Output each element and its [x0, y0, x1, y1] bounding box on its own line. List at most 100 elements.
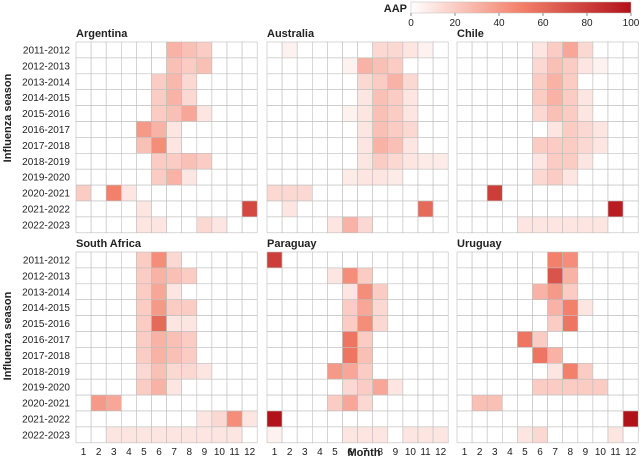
heatmap-cell: [577, 394, 594, 412]
heatmap-cell: [296, 283, 313, 300]
heatmap-cell: [357, 378, 374, 396]
heatmap-cell: [90, 153, 107, 170]
heatmap-cell: [181, 153, 198, 170]
x-tick-label: 1: [462, 447, 468, 458]
heatmap-cell: [432, 105, 449, 122]
y-tick-label: 2016-2017: [22, 335, 70, 346]
heatmap-cell: [241, 105, 258, 122]
heatmap-cell: [166, 105, 183, 122]
heatmap-cell: [592, 426, 609, 444]
heatmap-cell: [532, 89, 548, 106]
heatmap-cell: [562, 251, 579, 269]
heatmap-cell: [357, 331, 374, 348]
heatmap-cell: [90, 168, 107, 186]
heatmap-cell: [501, 200, 518, 218]
heatmap-cell: [342, 378, 358, 396]
heatmap-cell: [151, 105, 167, 122]
heatmap-cell: [486, 137, 503, 154]
heatmap-cell: [281, 410, 298, 428]
heatmap-cell: [357, 137, 374, 154]
heatmap-cell: [151, 168, 167, 186]
heatmap-cell: [121, 89, 137, 106]
heatmap-cell: [547, 394, 563, 412]
heatmap-cell: [577, 251, 594, 269]
heatmap-cell: [607, 89, 624, 106]
heatmap-cell: [577, 426, 594, 444]
heatmap-cell: [547, 331, 563, 348]
heatmap-cell: [151, 331, 167, 348]
heatmap-cell: [226, 378, 243, 396]
heatmap-cell: [486, 378, 503, 396]
heatmap-cell: [121, 73, 137, 91]
heatmap-cell: [486, 426, 503, 444]
heatmap-cell: [90, 378, 107, 396]
heatmap-cell: [196, 73, 213, 91]
heatmap-cell: [486, 184, 503, 202]
heatmap-cell: [486, 394, 503, 412]
x-tick-label: 5: [332, 447, 338, 458]
heatmap-cell: [592, 200, 609, 218]
heatmap-cell: [501, 362, 518, 380]
heatmap-cell: [471, 200, 488, 218]
heatmap-cell: [562, 315, 579, 332]
heatmap-cell: [196, 362, 213, 380]
y-tick-label: 2015-2016: [22, 109, 70, 120]
heatmap-cell: [196, 137, 213, 154]
heatmap-cell: [357, 105, 374, 122]
heatmap-cell: [432, 121, 449, 138]
heatmap-cell: [501, 267, 518, 285]
heatmap-cell: [532, 153, 548, 170]
heatmap-cell: [622, 410, 639, 428]
heatmap-cell: [456, 105, 473, 122]
heatmap-cell: [211, 41, 228, 59]
heatmap-cell: [456, 267, 473, 285]
heatmap-cell: [311, 251, 328, 269]
heatmap-cell: [456, 184, 473, 202]
heatmap-cell: [357, 362, 374, 380]
heatmap-cell: [311, 184, 328, 202]
heatmap-cell: [342, 153, 358, 170]
heatmap-cell: [166, 378, 183, 396]
heatmap-cell: [266, 121, 283, 138]
heatmap-cell: [166, 184, 183, 202]
heatmap-cell: [547, 137, 563, 154]
heatmap-cell: [211, 410, 228, 428]
heatmap-cell: [181, 267, 198, 285]
heatmap-cell: [151, 378, 167, 396]
heatmap-cell: [342, 57, 358, 75]
heatmap-cell: [90, 89, 107, 106]
heatmap-cell: [372, 89, 389, 106]
heatmap-cell: [136, 121, 152, 138]
heatmap-cell: [517, 57, 533, 75]
heatmap-cell: [622, 283, 639, 300]
heatmap-cell: [311, 283, 328, 300]
heatmap-cell: [266, 426, 283, 444]
heatmap-cell: [417, 184, 434, 202]
heatmap-cell: [456, 137, 473, 154]
x-tick-label: 8: [186, 447, 192, 458]
y-tick-label: 2014-2015: [22, 93, 70, 104]
heatmap-cell: [501, 331, 518, 348]
heatmap-cell: [592, 216, 609, 234]
heatmap-cell: [166, 331, 183, 348]
heatmap-cell: [311, 299, 328, 316]
heatmap-cell: [196, 216, 213, 234]
heatmap-cell: [311, 347, 328, 364]
heatmap-cell: [456, 200, 473, 218]
heatmap-cell: [342, 331, 358, 348]
heatmap-cell: [607, 137, 624, 154]
heatmap-cell: [547, 283, 563, 300]
heatmap-cell: [486, 283, 503, 300]
y-tick-label: 2011-2012: [23, 45, 71, 56]
heatmap-cell: [166, 267, 183, 285]
heatmap-cell: [387, 153, 404, 170]
heatmap-cell: [296, 299, 313, 316]
colorbar-tick-label: 80: [581, 18, 593, 29]
heatmap-cell: [196, 41, 213, 59]
heatmap-cell: [281, 283, 298, 300]
x-tick-label: 3: [302, 447, 308, 458]
heatmap-cell: [471, 184, 488, 202]
heatmap-cell: [517, 184, 533, 202]
heatmap-cell: [166, 315, 183, 332]
